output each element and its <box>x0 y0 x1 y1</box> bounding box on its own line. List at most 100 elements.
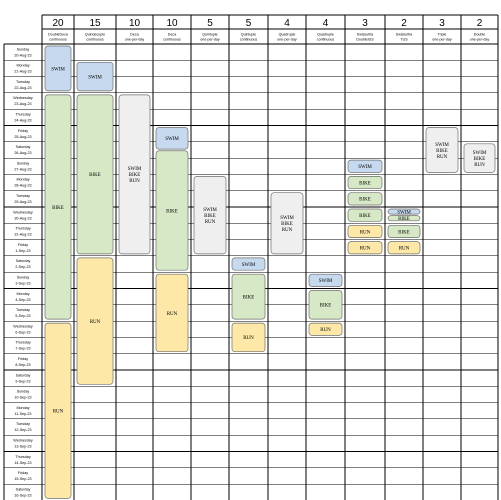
event-count: 10 <box>129 18 141 29</box>
segment-label: RUN <box>205 220 216 225</box>
run-segment: RUN <box>231 322 266 353</box>
segment-label: BIKE <box>359 181 371 186</box>
segment-label: RUN <box>399 247 410 252</box>
segment-label: BIKE <box>204 214 216 219</box>
event-count: 3 <box>362 18 368 29</box>
day-name: Thursday <box>15 113 31 117</box>
run-segment: RUN <box>76 257 114 385</box>
segment-label: RUN <box>129 179 140 184</box>
event-type-line: one-per-day <box>432 38 452 42</box>
day-name: Friday <box>18 471 28 475</box>
day-date: 23-Aug-23 <box>14 102 31 106</box>
segment-label: RUN <box>474 163 485 168</box>
event-type-line: continuous <box>49 38 67 42</box>
bike-segment-block <box>387 224 421 238</box>
run-segment: RUN <box>155 273 189 353</box>
event-type-line: Quadruple <box>317 33 334 37</box>
day-name: Wednesday <box>13 324 33 328</box>
day-name: Sunday <box>17 47 30 51</box>
segment-label: SWIM <box>319 279 333 284</box>
bike-segment-block <box>155 150 189 271</box>
segment-label: SWIM <box>165 137 179 142</box>
event-type-line: Double <box>474 33 485 37</box>
day-date: 2-Sep-23 <box>15 265 30 269</box>
event-type-line: Quintuple <box>202 33 217 37</box>
day-date: 21-Aug-23 <box>14 70 31 74</box>
segment-label: SWIM <box>397 210 411 215</box>
swim-segment-block <box>308 273 343 287</box>
event-type-line: one-per-day <box>125 38 145 42</box>
day-date: 10-Sep-23 <box>14 396 31 400</box>
event-count: 10 <box>166 18 178 29</box>
day-name: Sunday <box>17 276 30 280</box>
day-date: 1-Sep-23 <box>15 249 30 253</box>
swim-segment: SWIM <box>44 45 72 92</box>
run-segment-block <box>155 273 189 353</box>
event-header-row: 20DoubleDecacontinuous15Quindecupleconti… <box>48 18 489 42</box>
swim-segment: SWIM <box>231 257 266 271</box>
swim-segment: SWIM <box>387 208 421 215</box>
event-type-line: continuous <box>163 38 181 42</box>
segment-label: BIKE <box>166 209 178 214</box>
swim-segment: SWIM <box>308 273 343 287</box>
day-name: Saturday <box>16 487 31 491</box>
bike-segment: BIKE <box>347 176 383 190</box>
event-count: 20 <box>52 18 64 29</box>
segment-label: BIKE <box>89 173 101 178</box>
segment-label: BIKE <box>474 157 486 162</box>
day-name: Monday <box>16 406 29 410</box>
segment-label: SWIM <box>128 167 142 172</box>
segment-label: RUN <box>243 336 254 341</box>
run-segment: RUN <box>347 224 383 238</box>
day-name: Sunday <box>17 390 30 394</box>
segment-label: SWIM <box>88 75 102 80</box>
segment-label: RUN <box>53 410 64 415</box>
day-name: Monday <box>16 178 29 182</box>
run-segment-block <box>44 322 72 499</box>
event-type-line: Quindecuple <box>85 33 105 37</box>
day-date: 4-Sep-23 <box>15 298 30 302</box>
segment-label: BIKE <box>281 222 293 227</box>
day-date: 5-Sep-23 <box>15 314 30 318</box>
swim-segment-block <box>231 257 266 271</box>
run-segment: RUN <box>387 241 421 255</box>
event-type-line: DoubleDeca <box>48 33 68 37</box>
bike-segment-block <box>387 215 421 222</box>
segment-label: RUN <box>282 228 293 233</box>
run-segment-block <box>231 322 266 353</box>
event-type-line: one-per-day <box>200 38 220 42</box>
segment-label: BIKE <box>52 206 64 211</box>
segment-label: BIKE <box>398 217 410 222</box>
day-date: 13-Sep-23 <box>14 445 31 449</box>
bike-segment-block <box>347 192 383 206</box>
combined-segment-block <box>193 176 227 255</box>
bike-segment: BIKE <box>44 94 72 320</box>
segment-label: BIKE <box>359 198 371 203</box>
event-type-line: continuous <box>240 38 258 42</box>
combined-segment-block <box>425 127 459 173</box>
day-date: 14-Sep-23 <box>14 461 31 465</box>
day-name: Thursday <box>15 341 31 345</box>
bike-segment-block <box>308 290 343 320</box>
bike-segment-block <box>231 273 266 320</box>
bike-segment: BIKE <box>76 94 114 255</box>
bike-segment: BIKE <box>347 208 383 222</box>
event-count: 4 <box>284 18 290 29</box>
day-date: 15-Sep-23 <box>14 477 31 481</box>
segment-label: SWIM <box>280 216 294 221</box>
day-name: Tuesday <box>16 194 30 198</box>
run-segment: RUN <box>44 322 72 499</box>
event-type-line: Swissultra <box>357 33 373 37</box>
day-name: Wednesday <box>13 96 33 100</box>
day-name: Monday <box>16 292 29 296</box>
day-date: 26-Aug-23 <box>14 151 31 155</box>
day-date: 3-Sep-23 <box>15 282 30 286</box>
day-date: 16-Sep-23 <box>14 493 31 497</box>
segment-label: RUN <box>90 320 101 325</box>
day-date: 11-Sep-23 <box>15 412 32 416</box>
combined-segment-block <box>463 143 496 173</box>
event-count: 15 <box>89 18 101 29</box>
